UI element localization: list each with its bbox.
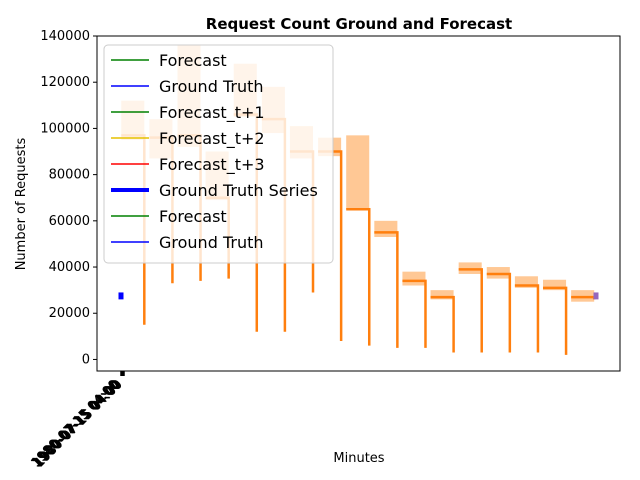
forecast-interval-band	[346, 135, 370, 210]
forecast-line	[402, 279, 427, 348]
y-axis-label: Number of Requests	[14, 137, 29, 270]
legend-label: Forecast	[159, 207, 227, 226]
x-axis-label: Minutes	[333, 451, 384, 466]
legend-label: Forecast_t+2	[159, 129, 265, 149]
y-tick-label: 80000	[49, 168, 90, 183]
forecast-line	[458, 268, 483, 353]
legend: Forecast Ground Truth Forecast_t+1 Forecast…	[103, 44, 334, 264]
y-tick-label: 100000	[40, 121, 90, 136]
ground-truth-lines	[118, 292, 599, 300]
axes-frame	[96, 35, 621, 372]
forecast-line	[514, 284, 540, 353]
y-tick-label: 40000	[49, 260, 90, 275]
forecast-interval-band	[543, 279, 567, 291]
y-axis-ticks: 0 20000 40000 60000 80000 100000 120000 140000	[40, 29, 97, 367]
forecast-interval-band	[374, 220, 398, 237]
legend-label: Ground Truth	[159, 77, 264, 96]
chart-title: Request Count Ground and Forecast	[206, 15, 512, 33]
legend-label: Forecast_t+1	[159, 103, 265, 123]
y-tick-label: 120000	[40, 75, 90, 90]
legend-label: Ground Truth Series	[159, 181, 318, 200]
y-tick-label: 140000	[40, 29, 90, 44]
forecast-interval-band	[514, 276, 538, 288]
legend-label: Ground Truth	[159, 233, 264, 252]
forecast-line	[543, 286, 568, 355]
forecast-line	[430, 295, 455, 353]
forecast-line	[486, 272, 512, 353]
forecast-interval-band	[430, 290, 454, 300]
legend-label: Forecast_t+3	[159, 155, 265, 175]
legend-box	[103, 44, 334, 264]
y-tick-label: 20000	[49, 306, 90, 321]
y-tick-label: 0	[82, 352, 90, 367]
forecast-line	[374, 231, 399, 348]
forecast-interval-band	[402, 271, 426, 286]
y-tick-label: 60000	[49, 214, 90, 229]
legend-label: Forecast	[159, 51, 227, 70]
forecast-line	[346, 208, 371, 346]
